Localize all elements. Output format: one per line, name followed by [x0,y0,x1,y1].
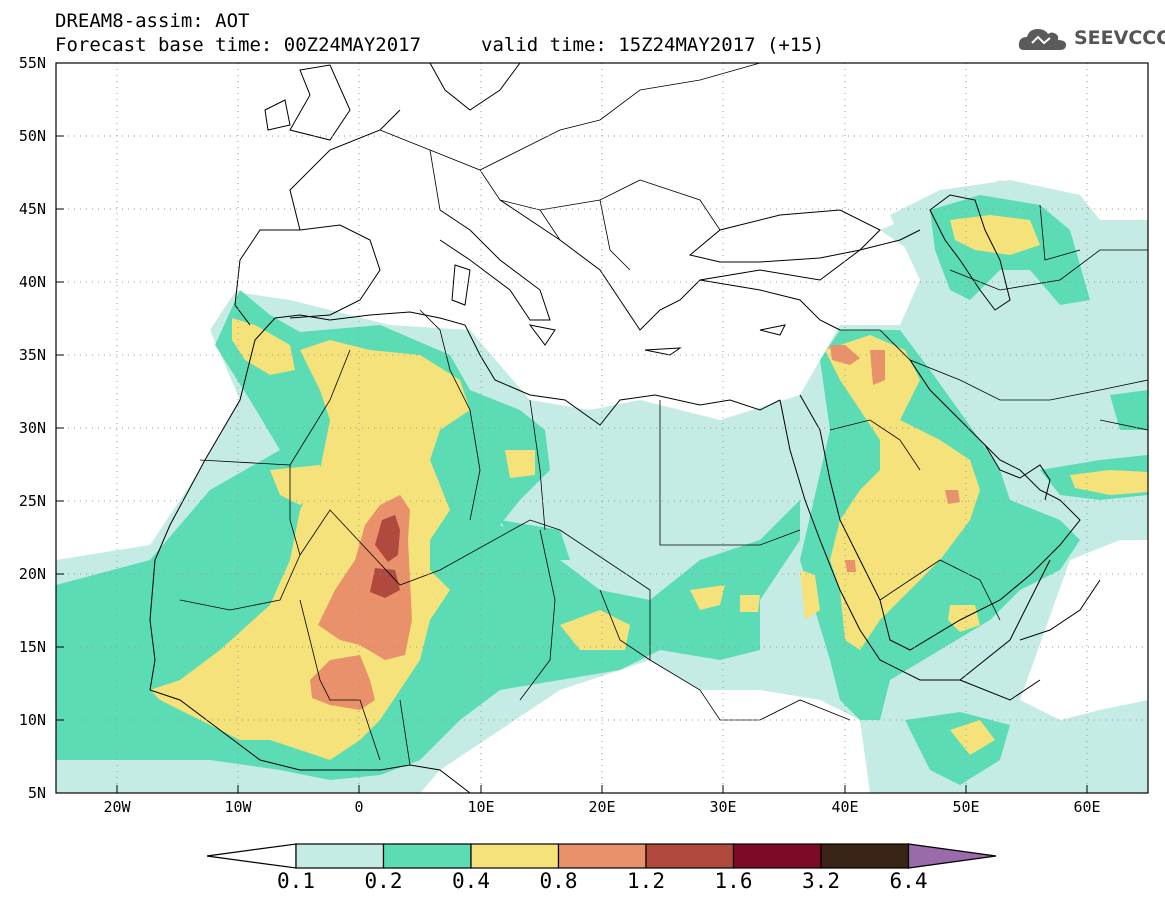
map-title: DREAM8-assim: AOT [55,10,250,32]
lat-label: 25N [18,492,46,510]
colorbar-label: 0.8 [539,869,578,893]
lon-label: 20E [588,798,616,816]
lon-label: 50E [952,798,980,816]
lat-label: 30N [18,419,46,437]
aot-level-1.2 [370,515,400,598]
colorbar-label: 0.4 [452,869,490,893]
colorbar-bin [470,843,560,869]
lat-label: 45N [18,200,46,218]
axis-ticks [56,62,1088,793]
colorbar-bin [382,843,472,869]
colorbar-label: 6.4 [889,869,928,893]
lat-label: 20N [18,565,46,583]
colorbar-bin [732,843,822,869]
seevccc-logo: SEEVCCC [1018,24,1165,54]
colorbar-label: 1.2 [627,869,665,893]
colorbar-lower-arrow [206,843,297,869]
lon-label: 10W [224,798,252,816]
lon-label: 40E [831,798,859,816]
aot-field [56,63,1148,793]
lon-label: 30E [709,798,737,816]
graticule [56,63,1148,793]
lat-label: 40N [18,273,46,291]
lat-label: 15N [18,638,46,656]
colorbar-label: 3.2 [802,869,840,893]
lon-label: 60E [1073,798,1101,816]
lat-label: 55N [18,54,46,72]
lat-label: 35N [18,346,46,364]
lat-label: 50N [18,127,46,145]
lon-label: 10E [467,798,495,816]
valid-time: valid time: 15Z24MAY2017 (+15) [481,34,825,56]
colorbar-label: 0.1 [277,869,315,893]
colorbar-bin [820,843,910,869]
lon-label: 0 [354,798,364,816]
coastlines [149,63,1101,793]
colorbar-bin [557,843,647,869]
colorbar-label: 1.6 [714,869,753,893]
forecast-base-time: Forecast base time: 00Z24MAY2017 [55,34,422,56]
lat-label: 10N [18,711,46,729]
colorbar-bin [645,843,735,869]
country-borders [179,63,1148,766]
lon-label: 20W [103,798,131,816]
colorbar-upper-arrow [907,843,997,869]
cloud-icon [1018,29,1066,50]
colorbar-bin [295,843,385,869]
lat-label: 5N [27,784,46,802]
colorbar-label: 0.2 [364,869,403,893]
logo-text: SEEVCCC [1074,27,1165,49]
